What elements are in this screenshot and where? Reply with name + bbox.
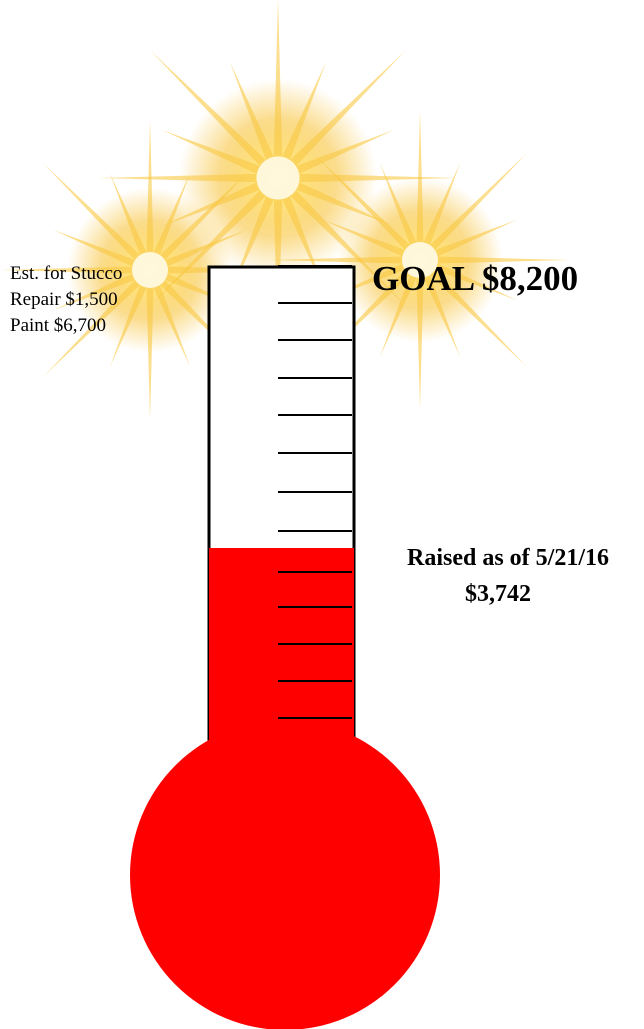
- thermometer-graphic: Est. for Stucco Repair $1,500 Paint $6,7…: [0, 0, 644, 1029]
- raised-label: Raised as of 5/21/16: [407, 545, 609, 571]
- note: Paint $6,700: [10, 315, 106, 336]
- star-core: [132, 252, 168, 288]
- goal: GOAL $8,200: [372, 259, 578, 298]
- notes: Est. for Stucco Repair $1,500 Paint $6,7…: [10, 263, 122, 336]
- note: Repair $1,500: [10, 289, 118, 310]
- star-core: [256, 156, 299, 199]
- raised-amount: $3,742: [465, 581, 531, 607]
- note: Est. for Stucco: [10, 263, 122, 284]
- bulb: [130, 720, 440, 1029]
